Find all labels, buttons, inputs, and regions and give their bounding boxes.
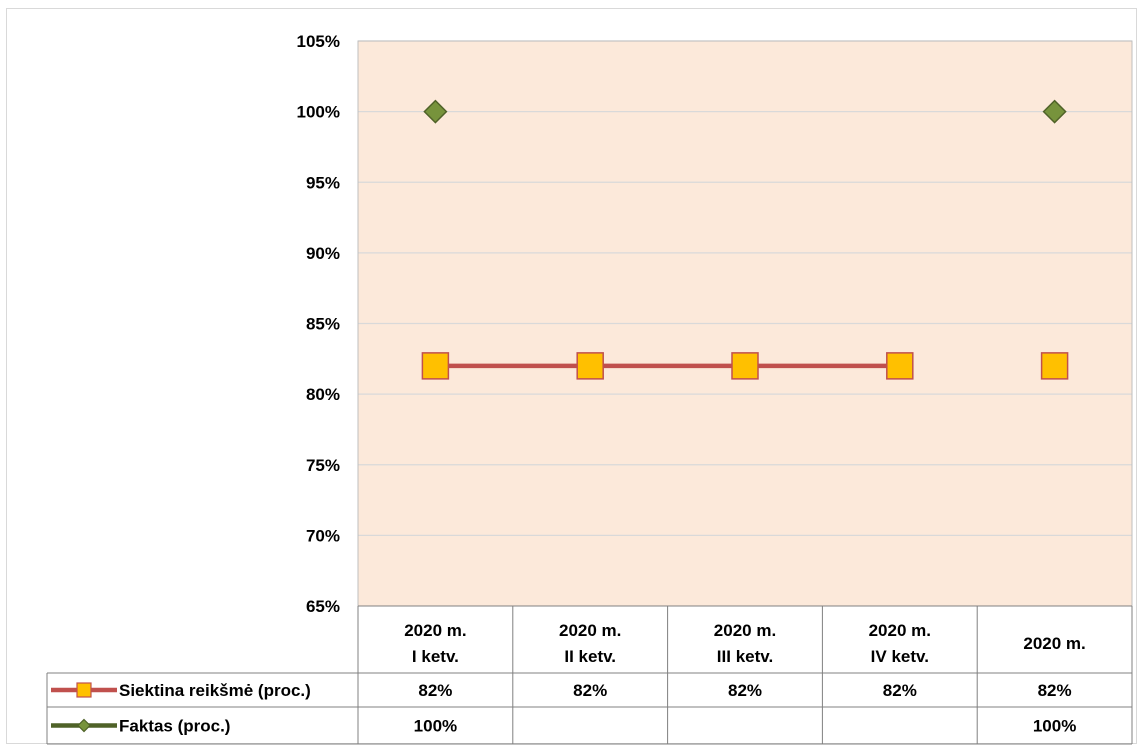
y-tick-label: 105% (297, 32, 340, 51)
category-label: IV ketv. (871, 647, 929, 666)
marker-faktas (423, 99, 448, 124)
table-value: 82% (728, 681, 762, 700)
marker-siektina (421, 352, 450, 380)
category-label: III ketv. (717, 647, 773, 666)
category-label: 2020 m. (869, 621, 931, 640)
legend-key-marker (77, 718, 91, 733)
chart-frame: 65% 70% 75% 80% 85% 90% 95% 100% 105% 2020 m. I ke… (6, 8, 1137, 745)
legend-key-marker (76, 682, 92, 698)
table-value: 100% (414, 717, 457, 736)
category-label: II ketv. (564, 647, 616, 666)
category-label: I ketv. (412, 647, 459, 666)
category-label: 2020 m. (1023, 634, 1085, 653)
y-tick-label: 95% (306, 173, 340, 192)
y-tick-label: 65% (306, 597, 340, 616)
line-chart: 65% 70% 75% 80% 85% 90% 95% 100% 105% 2020 m. I ke… (46, 32, 1133, 745)
y-tick-label: 85% (306, 315, 340, 334)
y-tick-label: 70% (306, 526, 340, 545)
marker-faktas (1042, 99, 1067, 124)
marker-siektina (1040, 352, 1069, 380)
table-value: 82% (573, 681, 607, 700)
y-tick-label: 100% (297, 103, 340, 122)
category-label: 2020 m. (714, 621, 776, 640)
marker-siektina (731, 352, 759, 380)
table-value: 82% (418, 681, 452, 700)
table-value: 82% (883, 681, 917, 700)
y-tick-label: 75% (306, 456, 340, 475)
table-value: 82% (1038, 681, 1072, 700)
legend-entry: Faktas (proc.) (119, 717, 230, 736)
y-tick-label: 80% (306, 385, 340, 404)
category-label: 2020 m. (559, 621, 621, 640)
table-value: 100% (1033, 717, 1076, 736)
category-label: 2020 m. (404, 621, 466, 640)
marker-siektina (576, 352, 604, 380)
marker-siektina (886, 352, 914, 380)
y-tick-label: 90% (306, 244, 340, 263)
legend-entry: Siektina reikšmė (proc.) (119, 681, 311, 700)
